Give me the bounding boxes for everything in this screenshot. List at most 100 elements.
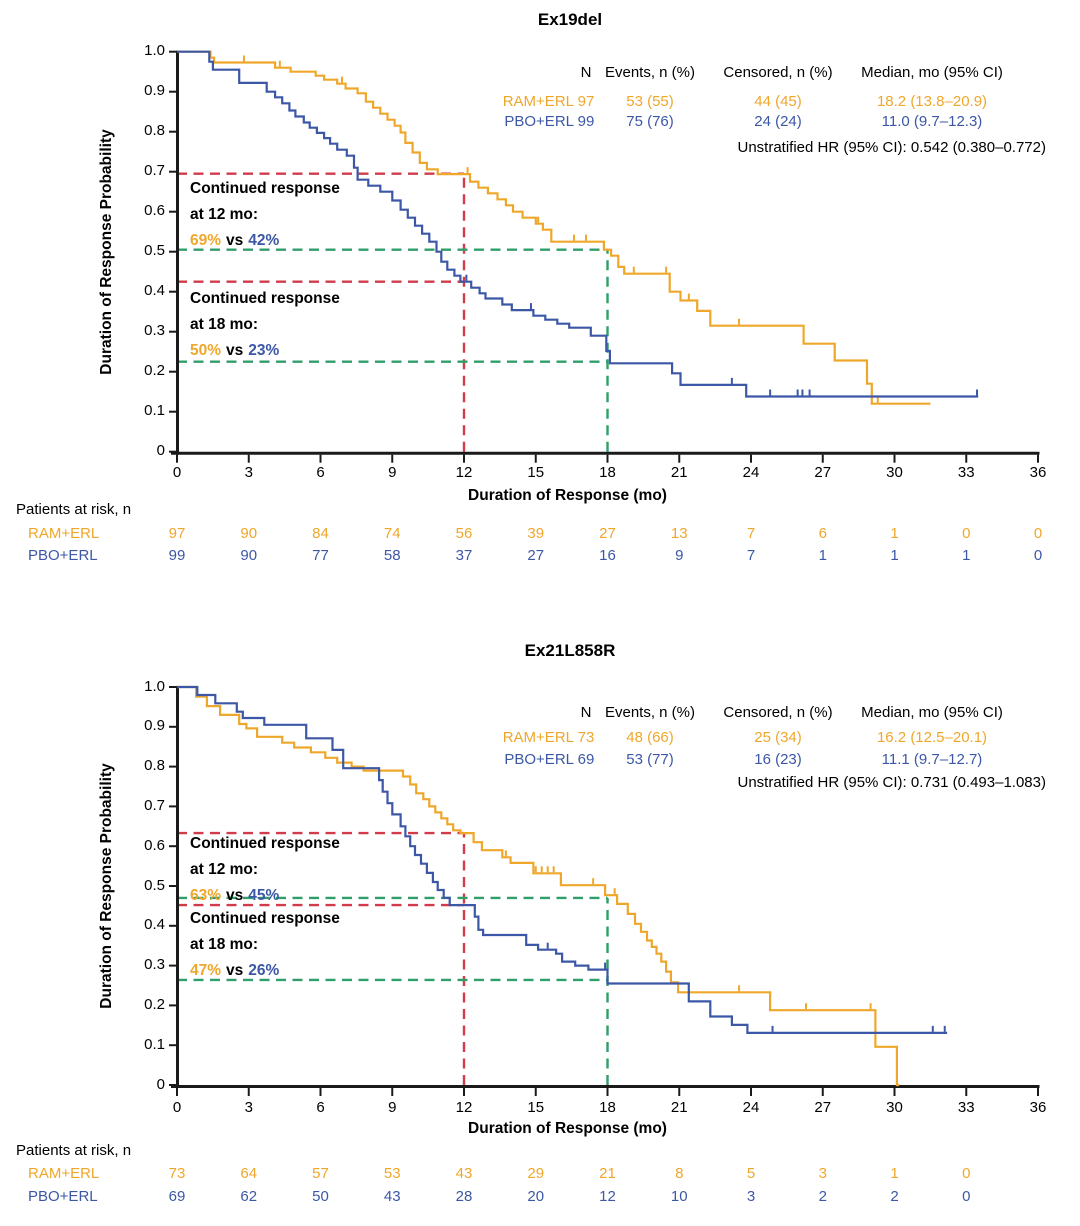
at-risk-value: 6 (818, 525, 827, 542)
x-tick-label: 27 (814, 464, 832, 481)
stats-header-cell: Events, n (%) (604, 704, 696, 721)
at-risk-row-label: RAM+ERL (28, 1165, 100, 1182)
y-tick-label: 0.9 (144, 717, 165, 735)
y-tick-label: 0.4 (144, 282, 165, 300)
x-tick-label: 3 (244, 464, 253, 481)
stats-row-label: RAM+ERL (502, 729, 574, 746)
stats-cell: 69 (577, 751, 595, 768)
annotation-18mo-ex19del: Continued response at 18 mo: 50% vs 23% (190, 286, 340, 364)
x-tick-label: 33 (957, 464, 975, 481)
vs-label: vs (226, 342, 244, 359)
at-risk-value: 69 (168, 1188, 186, 1205)
at-risk-value: 7 (746, 525, 756, 542)
x-tick-label: 15 (527, 1099, 545, 1116)
at-risk-value: 73 (168, 1165, 186, 1182)
stats-cell: 97 (577, 93, 595, 110)
at-risk-value: 21 (599, 1165, 616, 1182)
x-tick-label: 21 (670, 464, 688, 481)
y-tick-label: 0.2 (144, 995, 165, 1013)
y-tick-label: 0.8 (144, 122, 165, 140)
annotation-line: Continued response (190, 910, 340, 927)
vs-label: vs (226, 232, 244, 249)
at-risk-value: 1 (962, 547, 971, 564)
at-risk-value: 37 (455, 547, 473, 564)
stats-cell: 25 (34) (754, 729, 802, 746)
pbo-percentage: 42% (248, 232, 280, 249)
at-risk-value: 8 (675, 1165, 684, 1182)
at-risk-value: 57 (312, 1165, 329, 1182)
at-risk-value: 27 (527, 547, 545, 564)
y-tick-label: 0.1 (144, 402, 165, 420)
stats-cell: 11.0 (9.7–12.3) (881, 113, 983, 130)
at-risk-row-label: PBO+ERL (28, 547, 98, 564)
annotation-line: Continued response (190, 290, 340, 307)
km-curve-ram-erl (177, 50, 931, 405)
at-risk-row-label: RAM+ERL (28, 525, 100, 542)
stats-cell: 11.1 (9.7–12.7) (881, 751, 983, 768)
at-risk-value: 12 (599, 1188, 616, 1205)
y-tick-label: 1.0 (144, 677, 165, 695)
x-tick-label: 30 (886, 1099, 903, 1116)
annotation-line: at 12 mo: (190, 206, 259, 223)
stats-header-cell: Censored, n (%) (723, 704, 833, 721)
annotation-percentages: 50% vs 23% (190, 338, 340, 364)
x-tick-label: 24 (742, 464, 760, 481)
hazard-ratio-text: Unstratified HR (95% CI): 0.731 (0.493–1… (737, 774, 1047, 791)
at-risk-value: 3 (818, 1165, 827, 1182)
annotation-12mo-ex19del: Continued response at 12 mo: 69% vs 42% (190, 176, 340, 254)
x-tick-label: 0 (172, 1099, 182, 1116)
at-risk-value: 62 (240, 1188, 258, 1205)
x-axis-label: Duration of Response (mo) (468, 487, 667, 504)
at-risk-value: 0 (962, 525, 971, 542)
x-tick-label: 9 (388, 464, 397, 481)
stats-cell: 99 (577, 113, 595, 130)
stats-header-cell: Censored, n (%) (723, 64, 833, 81)
at-risk-value: 0 (962, 1165, 971, 1182)
panel-title-ex21l858r: Ex21L858R (524, 641, 616, 660)
y-tick-label: 0.1 (144, 1035, 165, 1053)
at-risk-value: 13 (670, 525, 688, 542)
at-risk-value: 64 (240, 1165, 258, 1182)
ram-percentage: 47% (190, 962, 222, 979)
y-tick-label: 0.2 (144, 362, 165, 380)
at-risk-value: 1 (890, 547, 899, 564)
stats-cell: 18.2 (13.8–20.9) (876, 93, 988, 110)
at-risk-value: 9 (675, 547, 684, 564)
stats-row-label: PBO+ERL (504, 751, 574, 768)
at-risk-title: Patients at risk, n (16, 501, 132, 518)
at-risk-value: 1 (890, 1165, 899, 1182)
at-risk-value: 0 (1033, 547, 1043, 564)
stats-row-label: RAM+ERL (502, 93, 574, 110)
vs-label: vs (226, 887, 244, 904)
at-risk-value: 97 (168, 525, 186, 542)
y-tick-label: 0.5 (144, 876, 165, 894)
x-tick-label: 18 (599, 1099, 616, 1116)
stats-cell: 73 (577, 729, 595, 746)
y-tick-label: 0.4 (144, 916, 165, 934)
at-risk-value: 43 (455, 1165, 473, 1182)
ram-percentage: 63% (190, 887, 222, 904)
at-risk-value: 20 (527, 1188, 545, 1205)
annotation-line: Continued response (190, 835, 340, 852)
x-tick-label: 18 (599, 464, 616, 481)
stats-row-label: PBO+ERL (504, 113, 574, 130)
y-tick-label: 0.7 (144, 796, 165, 814)
x-tick-label: 36 (1029, 464, 1047, 481)
at-risk-value: 1 (818, 547, 827, 564)
panel-title-ex19del: Ex19del (537, 10, 603, 29)
at-risk-value: 90 (240, 547, 258, 564)
at-risk-value: 3 (746, 1188, 756, 1205)
hazard-ratio-text: Unstratified HR (95% CI): 0.542 (0.380–0… (737, 139, 1047, 156)
y-tick-label: 0.8 (144, 757, 165, 775)
x-tick-label: 15 (527, 464, 545, 481)
x-tick-label: 9 (388, 1099, 397, 1116)
y-tick-label: 1.0 (144, 42, 165, 60)
annotation-line: at 18 mo: (190, 316, 259, 333)
at-risk-value: 0 (1033, 525, 1043, 542)
annotation-18mo-ex21l858r: Continued response at 18 mo: 47% vs 26% (190, 906, 340, 984)
km-curve-ram-erl (177, 685, 900, 1087)
km-curve-pbo-erl (177, 685, 948, 1034)
stats-cell: 16 (23) (754, 751, 802, 768)
y-tick-label: 0.7 (144, 162, 165, 180)
